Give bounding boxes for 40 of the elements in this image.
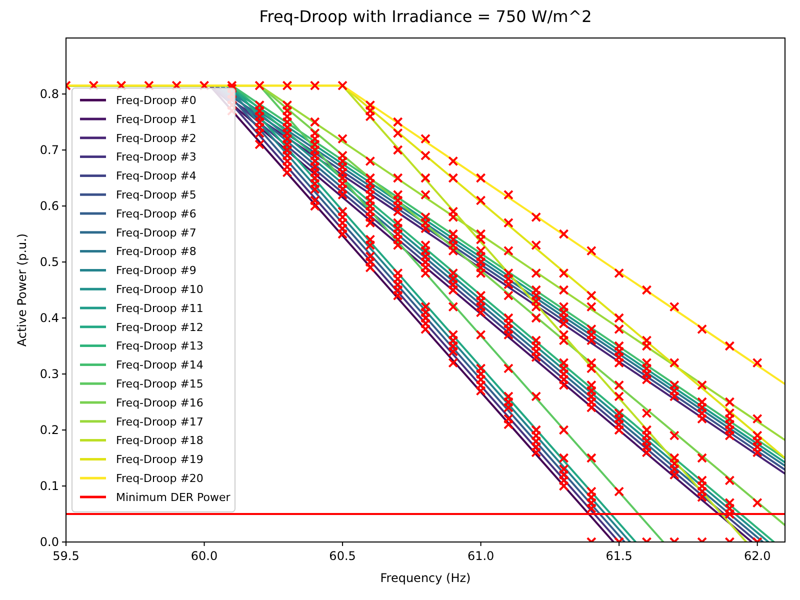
legend-label: Freq-Droop #15 bbox=[116, 377, 204, 390]
legend-label: Freq-Droop #9 bbox=[116, 264, 196, 278]
x-tick-label: 60.5 bbox=[329, 549, 356, 563]
legend-label: Freq-Droop #8 bbox=[116, 245, 196, 258]
legend-label: Freq-Droop #11 bbox=[116, 302, 204, 315]
x-tick-label: 62.0 bbox=[744, 549, 771, 563]
chart-title: Freq-Droop with Irradiance = 750 W/m^2 bbox=[259, 7, 592, 26]
y-tick-label: 0.7 bbox=[40, 143, 59, 158]
legend-label: Freq-Droop #20 bbox=[116, 472, 204, 485]
y-tick-label: 0.5 bbox=[40, 255, 59, 270]
legend-label: Freq-Droop #19 bbox=[116, 453, 204, 466]
x-tick-label: 61.0 bbox=[467, 549, 494, 563]
x-axis-title: Frequency (Hz) bbox=[380, 571, 471, 585]
y-tick-label: 0.3 bbox=[40, 367, 59, 382]
legend-label: Freq-Droop #1 bbox=[116, 112, 196, 126]
legend-label: Freq-Droop #17 bbox=[116, 415, 204, 428]
legend-label: Minimum DER Power bbox=[116, 490, 231, 504]
legend-label: Freq-Droop #2 bbox=[116, 132, 196, 145]
legend-label: Freq-Droop #3 bbox=[116, 150, 196, 164]
legend-label: Freq-Droop #7 bbox=[116, 226, 196, 240]
y-tick-label: 0.0 bbox=[40, 535, 59, 550]
legend-label: Freq-Droop #12 bbox=[116, 320, 204, 334]
legend-label: Freq-Droop #0 bbox=[116, 94, 196, 107]
legend-label: Freq-Droop #16 bbox=[116, 396, 204, 410]
legend-label: Freq-Droop #4 bbox=[116, 170, 196, 183]
legend-label: Freq-Droop #5 bbox=[116, 188, 196, 202]
y-tick-label: 0.1 bbox=[40, 479, 59, 494]
y-tick-label: 0.8 bbox=[40, 87, 59, 102]
legend-label: Freq-Droop #18 bbox=[116, 434, 204, 448]
legend-label: Freq-Droop #6 bbox=[116, 207, 196, 220]
x-tick-label: 61.5 bbox=[606, 549, 632, 563]
legend-label: Freq-Droop #14 bbox=[116, 358, 204, 372]
y-tick-label: 0.4 bbox=[40, 311, 59, 326]
legend-label: Freq-Droop #13 bbox=[116, 340, 204, 353]
x-tick-label: 59.5 bbox=[52, 549, 80, 563]
y-tick-label: 0.6 bbox=[40, 199, 59, 214]
y-tick-label: 0.2 bbox=[40, 423, 59, 438]
x-tick-label: 60.0 bbox=[190, 549, 218, 563]
legend-label: Freq-Droop #10 bbox=[116, 282, 204, 296]
y-axis-title: Active Power (p.u.) bbox=[15, 233, 29, 347]
